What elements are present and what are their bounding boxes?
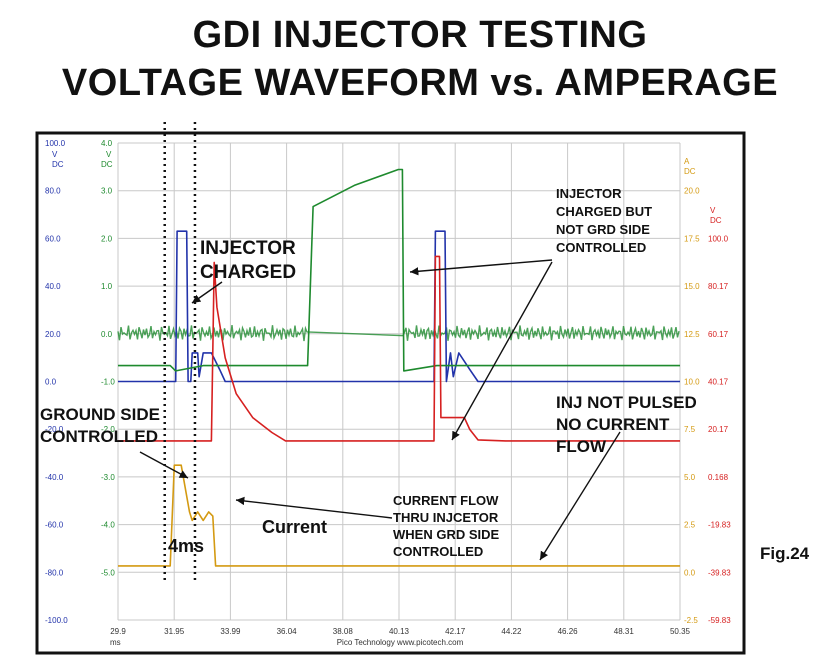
title-line-1: GDI INJECTOR TESTING xyxy=(192,14,648,56)
blue-axis-tick: -60.0 xyxy=(45,521,64,530)
blue-axis-tick: -40.0 xyxy=(45,473,64,482)
red-axis-tick: 80.17 xyxy=(708,282,729,291)
x-axis-unit: ms xyxy=(110,638,121,647)
red-axis-tick: -19.83 xyxy=(708,521,731,530)
pico-footer: Pico Technology www.picotech.com xyxy=(337,638,464,647)
x-axis-tick: 48.31 xyxy=(614,627,635,636)
orange-axis-tick: 12.5 xyxy=(684,330,700,339)
arrow-no-current xyxy=(539,431,621,561)
x-axis-tick: 42.17 xyxy=(445,627,466,636)
green-axis-tick: 0.0 xyxy=(101,330,113,339)
annotation-current-flow: THRU INJCETOR xyxy=(393,510,499,525)
x-axis-tick: 29.9 xyxy=(110,627,126,636)
title-line-2: VOLTAGE WAVEFORM vs. AMPERAGE xyxy=(61,62,779,104)
x-axis-tick: 46.26 xyxy=(558,627,579,636)
red-axis-unit: V xyxy=(710,206,716,215)
orange-axis-unit-dc: DC xyxy=(684,167,696,176)
red-axis-tick: 20.17 xyxy=(708,425,729,434)
blue-axis-tick: 80.0 xyxy=(45,187,61,196)
series-red-trace xyxy=(118,255,680,442)
orange-axis-tick: 17.5 xyxy=(684,234,700,243)
orange-axis-tick: 7.5 xyxy=(684,425,696,434)
annotation-inj-not-pulsed: FLOW xyxy=(556,437,607,456)
series-blue-trace xyxy=(118,230,680,383)
series-orange-trace xyxy=(118,464,680,567)
red-axis-tick: -39.83 xyxy=(708,568,731,577)
red-axis-tick: 100.0 xyxy=(708,234,729,243)
annotation-inj-not-pulsed: INJ NOT PULSED xyxy=(556,393,697,412)
green-axis-tick: -2.0 xyxy=(101,425,115,434)
blue-axis-tick: 100.0 xyxy=(45,139,66,148)
arrow-current-flow xyxy=(235,496,393,519)
green-axis-tick: -4.0 xyxy=(101,521,115,530)
x-axis-tick: 50.35 xyxy=(670,627,691,636)
x-axis-tick: 33.99 xyxy=(220,627,241,636)
orange-axis-tick: -2.5 xyxy=(684,616,698,625)
annotation-charged-not-grd: CHARGED BUT xyxy=(556,204,652,219)
green-axis-unit: V xyxy=(106,150,112,159)
annotation-charged-not-grd: CONTROLLED xyxy=(556,240,646,255)
x-axis-tick: 44.22 xyxy=(501,627,522,636)
blue-axis-tick: 60.0 xyxy=(45,234,61,243)
orange-axis-tick: 5.0 xyxy=(684,473,696,482)
annotation-current-flow: WHEN GRD SIDE xyxy=(393,527,500,542)
blue-axis-tick: 0.0 xyxy=(45,378,57,387)
blue-axis-unit-dc: DC xyxy=(52,160,64,169)
red-axis-unit-dc: DC xyxy=(710,216,722,225)
green-axis-unit-dc: DC xyxy=(101,160,113,169)
blue-axis-unit: V xyxy=(52,150,58,159)
x-axis-tick: 38.08 xyxy=(333,627,354,636)
annotation-charged-not-grd: NOT GRD SIDE xyxy=(556,222,650,237)
red-axis-tick: -59.83 xyxy=(708,616,731,625)
annotation-ground-side: GROUND SIDE xyxy=(40,405,160,424)
green-axis-tick: -3.0 xyxy=(101,473,115,482)
blue-axis-tick: 20.0 xyxy=(45,330,61,339)
annotation-injector-charged: INJECTOR xyxy=(200,238,296,259)
arrow-injector-charged xyxy=(191,281,223,304)
x-axis-tick: 40.13 xyxy=(389,627,410,636)
green-axis-tick: 3.0 xyxy=(101,187,113,196)
red-axis-tick: 40.17 xyxy=(708,378,729,387)
annotation-current-flow: CONTROLLED xyxy=(393,544,483,559)
annotation-current-flow: CURRENT FLOW xyxy=(393,493,499,508)
red-axis-tick: 60.17 xyxy=(708,330,729,339)
annotation-4ms: 4ms xyxy=(168,536,204,556)
orange-axis-tick: 10.0 xyxy=(684,378,700,387)
orange-axis-tick: 2.5 xyxy=(684,521,696,530)
arrow-not-grd-side xyxy=(409,259,553,276)
orange-axis-tick: 20.0 xyxy=(684,187,700,196)
series-green-trace xyxy=(118,168,680,372)
blue-axis-tick: 40.0 xyxy=(45,282,61,291)
green-axis-tick: 4.0 xyxy=(101,139,113,148)
orange-axis-tick: 0.0 xyxy=(684,568,696,577)
green-axis-tick: -1.0 xyxy=(101,378,115,387)
green-axis-tick: 1.0 xyxy=(101,282,113,291)
x-axis-tick: 31.95 xyxy=(164,627,185,636)
annotation-injector-charged: CHARGED xyxy=(200,262,296,283)
figure-label: Fig.24 xyxy=(760,544,810,563)
annotation-inj-not-pulsed: NO CURRENT xyxy=(556,415,670,434)
red-axis-tick: 0.168 xyxy=(708,473,729,482)
blue-axis-tick: -20.0 xyxy=(45,425,64,434)
annotation-charged-not-grd: INJECTOR xyxy=(556,186,622,201)
green-axis-tick: 2.0 xyxy=(101,234,113,243)
green-axis-tick: -5.0 xyxy=(101,568,115,577)
annotation-ground-side: CONTROLLED xyxy=(40,427,158,446)
arrow-not-grd-side-2 xyxy=(451,261,553,441)
annotation-current: Current xyxy=(262,517,327,537)
blue-axis-tick: -100.0 xyxy=(45,616,68,625)
orange-axis-unit: A xyxy=(684,157,690,166)
blue-axis-tick: -80.0 xyxy=(45,568,64,577)
arrow-ground-side xyxy=(139,451,189,479)
x-axis-tick: 36.04 xyxy=(277,627,298,636)
orange-axis-tick: 15.0 xyxy=(684,282,700,291)
